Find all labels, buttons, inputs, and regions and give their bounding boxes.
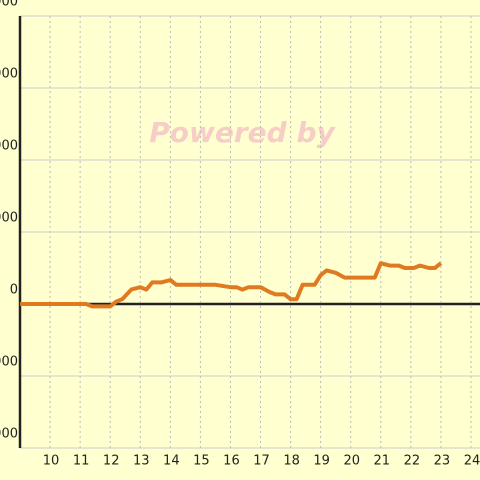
x-tick-label: 17 [253,454,270,469]
x-tick-label: 12 [103,454,120,469]
x-tick-label: 22 [404,454,421,469]
y-tick-label: 12,000 [0,0,18,10]
y-tick-label: 0 [10,283,18,298]
y-tick-label: 6,000 [0,139,18,154]
x-tick-label: 21 [374,454,391,469]
x-tick-label: 10 [43,454,60,469]
x-tick-label: 19 [313,454,330,469]
x-tick-label: 23 [434,454,451,469]
x-tick-label: 24 [464,454,480,469]
x-tick-label: 13 [133,454,150,469]
y-tick-label: 9,000 [0,67,18,82]
x-tick-label: 20 [343,454,360,469]
data-line [20,261,443,309]
y-tick-label: -3,000 [0,355,18,370]
x-tick-label: 14 [163,454,180,469]
x-tick-label: 16 [223,454,240,469]
x-tick-label: 11 [73,454,90,469]
x-tick-label: 15 [193,454,210,469]
y-tick-label: -6,000 [0,427,18,442]
x-tick-label: 18 [283,454,300,469]
watermark: Powered by [149,116,336,149]
y-tick-label: 3,000 [0,211,18,226]
